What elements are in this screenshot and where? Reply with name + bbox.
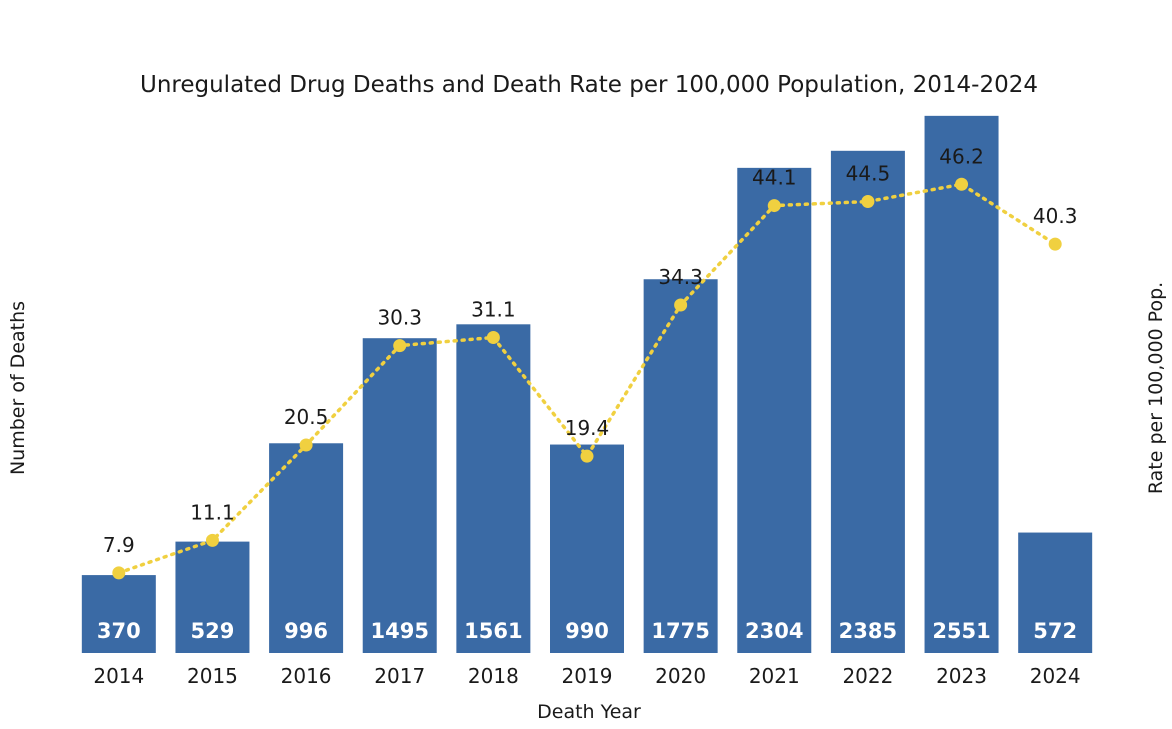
bar-2016 [269,443,344,653]
bar-value-label-2018: 1561 [464,619,522,643]
x-tick-2024: 2024 [1030,664,1081,688]
bar-label-group: 370 529 996 1495 1561 990 1775 2304 2385 2551 572 [97,619,1077,643]
rate-value-label-2021: 44.1 [752,166,797,190]
bar-2023 [924,115,999,653]
rate-value-label-2019: 19.4 [565,416,610,440]
bar-value-label-2020: 1775 [651,619,709,643]
x-tick-2021: 2021 [749,664,800,688]
bar-2018 [456,324,531,653]
rate-value-label-2014: 7.9 [103,533,135,557]
bar-2017 [362,338,437,653]
rate-value-label-2015: 11.1 [190,500,235,524]
bar-2024 [1018,532,1093,653]
rate-value-label-2017: 30.3 [377,306,422,330]
rate-point-2022 [861,195,875,209]
bar-2021 [737,167,812,654]
bar-value-label-2021: 2304 [745,619,803,643]
rate-value-label-2020: 34.3 [658,265,703,289]
rate-point-2018 [486,330,500,344]
bar-value-label-2019: 990 [565,619,609,643]
bar-value-label-2017: 1495 [371,619,429,643]
rate-label-group: 7.9 11.1 20.5 30.3 31.1 19.4 34.3 44.1 44.5 46.2 4… [103,144,1078,557]
rate-point-2014 [112,566,126,580]
x-tick-2016: 2016 [281,664,332,688]
bar-value-label-2016: 996 [284,619,328,643]
bar-value-label-2022: 2385 [839,619,897,643]
x-tick-2023: 2023 [936,664,987,688]
bar-2019 [550,444,624,653]
x-tick-2019: 2019 [562,664,613,688]
rate-value-label-2016: 20.5 [284,405,329,429]
x-axis-title: Death Year [537,701,641,723]
bar-2020 [643,279,718,653]
rate-value-label-2023: 46.2 [939,144,984,168]
x-tick-2017: 2017 [374,664,425,688]
x-tick-2014: 2014 [93,664,144,688]
x-tick-2022: 2022 [842,664,893,688]
rate-point-2020 [674,298,688,312]
bar-value-label-2023: 2551 [932,619,990,643]
y2-axis-title: Rate per 100,000 Pop. [1145,282,1167,494]
rate-value-label-2022: 44.5 [846,162,891,186]
bar-group [81,115,1093,654]
bar-value-label-2015: 529 [191,619,235,643]
rate-point-2019 [580,449,594,463]
rate-value-label-2018: 31.1 [471,297,516,321]
rate-point-2021 [767,199,781,213]
bar-2014 [81,575,156,653]
bar-2015 [175,541,250,653]
rate-value-label-2024: 40.3 [1033,204,1078,228]
chart-title: Unregulated Drug Deaths and Death Rate p… [140,72,1038,98]
x-tick-2018: 2018 [468,664,519,688]
rate-point-2017 [393,339,407,353]
x-tick-2020: 2020 [655,664,706,688]
x-tick-2015: 2015 [187,664,238,688]
rate-point-2015 [205,533,219,547]
bar-2022 [830,150,905,654]
rate-point-2016 [299,438,313,452]
rate-line-group [112,177,1062,580]
rate-point-2023 [955,177,969,191]
y-axis-title: Number of Deaths [7,301,29,475]
bar-value-label-2024: 572 [1033,619,1077,643]
bar-value-label-2014: 370 [97,619,141,643]
rate-point-2024 [1048,237,1062,251]
x-axis-ticks: 2014 2015 2016 2017 2018 2019 2020 2021 2022 2023… [93,664,1080,688]
